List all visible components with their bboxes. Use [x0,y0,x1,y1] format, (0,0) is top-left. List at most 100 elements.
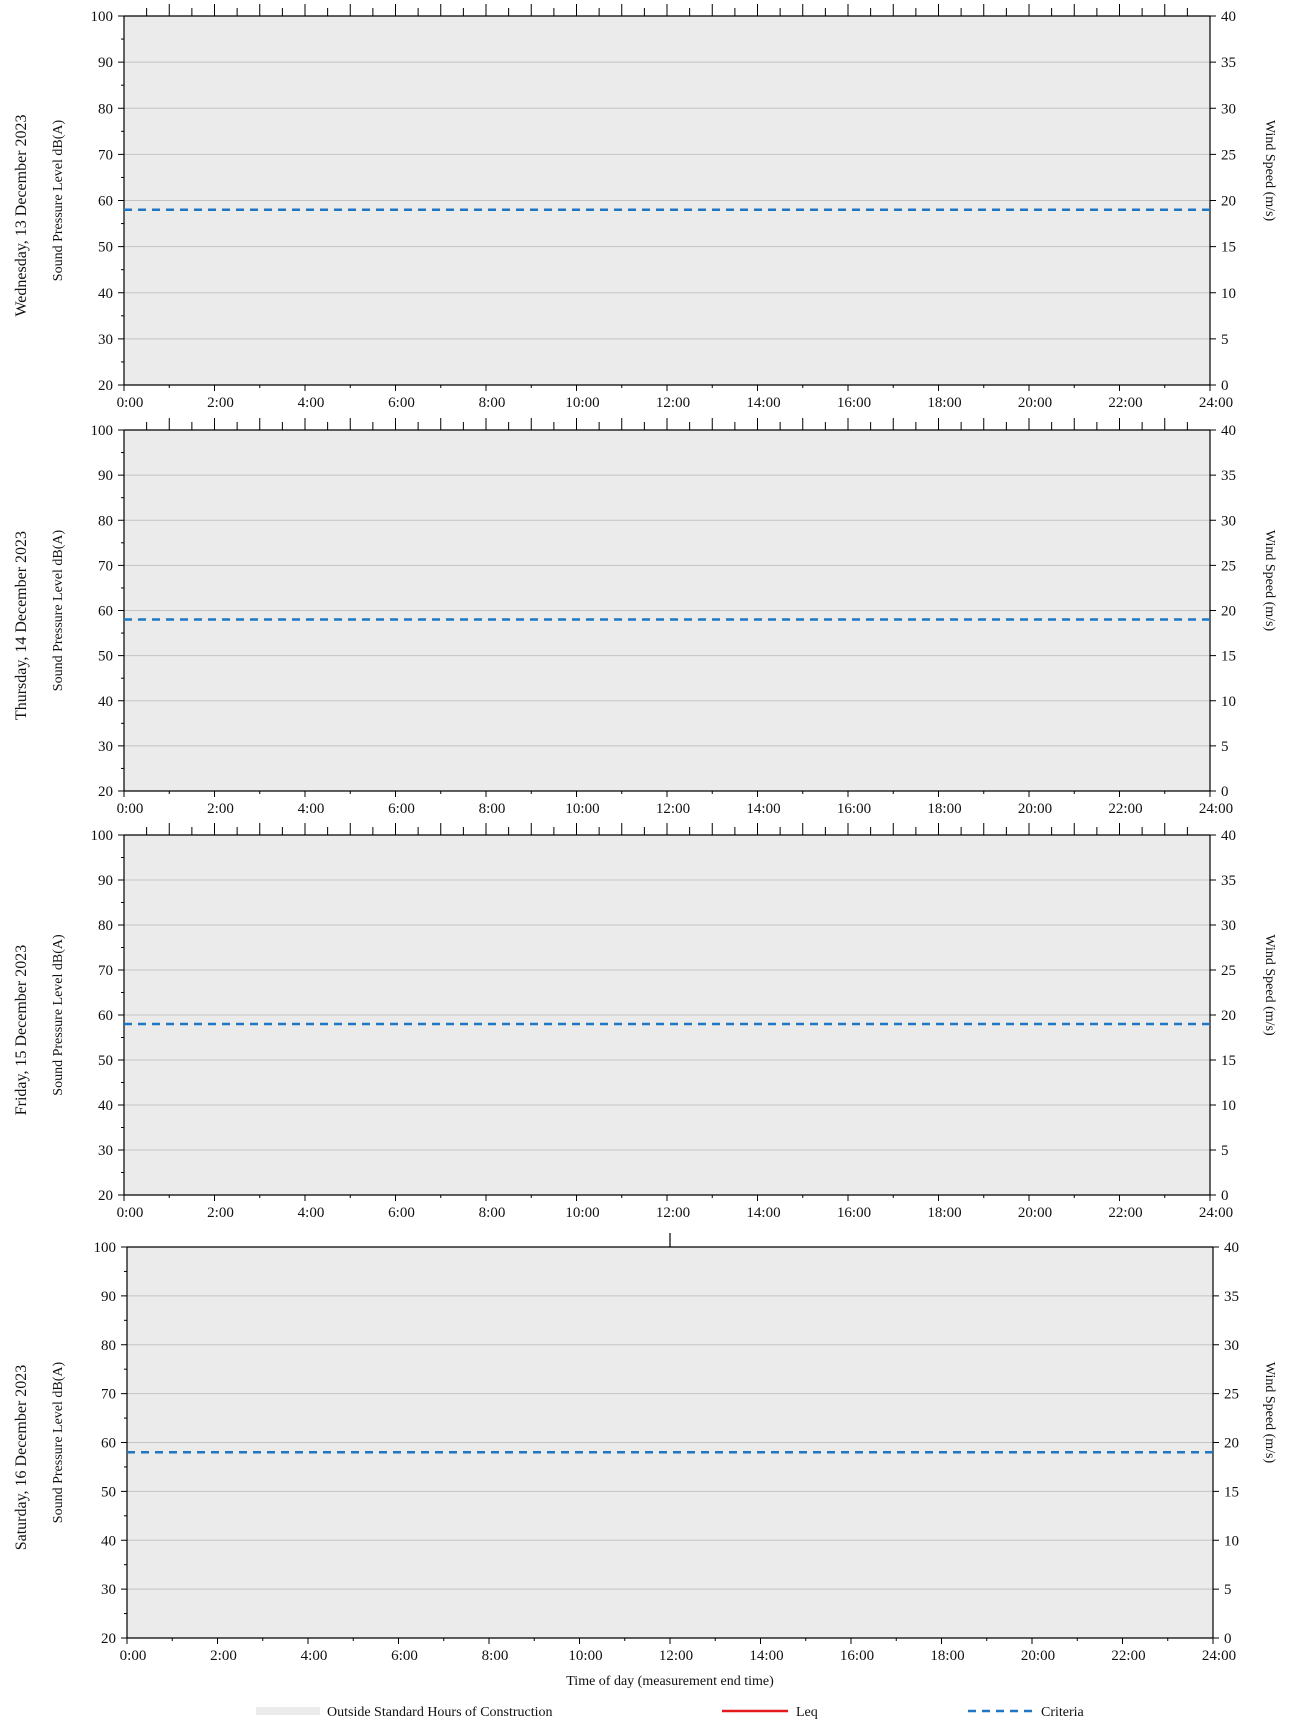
x-tick-label: 8:00 [479,395,506,411]
x-tick-label: 18:00 [927,395,961,411]
y2-tick-label: 20 [1221,194,1236,210]
x-tick-label: 22:00 [1108,395,1142,411]
y-tick-label: 30 [98,332,113,348]
y2-tick-label: 10 [1221,286,1236,302]
chart-panel-1: 20 30 40 50 60 70 80 90 100 0 5 10 15 20 25 30 35 40 0:00 2… [13,4,1277,411]
y2-tick-label: 35 [1221,55,1236,71]
x-tick-label: 20:00 [1018,395,1052,411]
x-tick-label: 8:00 [479,801,506,817]
y-tick-label: 40 [98,1098,113,1114]
panel-date-label: Saturday, 16 December 2023 [13,1365,30,1551]
chart-panel-3: 20 30 40 50 60 70 80 90 100 0 5 10 15 20 25 30 35 40 0:00 2… [13,823,1277,1221]
y-tick-label: 80 [98,918,113,934]
x-tick-label: 8:00 [482,1648,509,1664]
y2-tick-label: 15 [1224,1484,1239,1500]
y-tick-label: 30 [98,739,113,755]
y-tick-label: 40 [98,286,113,302]
x-tick-label: 12:00 [656,1205,690,1221]
y-tick-label: 20 [101,1631,116,1647]
y-tick-label: 50 [98,240,113,256]
y-tick-label: 80 [98,101,113,117]
x-tick-label: 2:00 [207,801,234,817]
panel-date-label: Thursday, 14 December 2023 [13,531,30,720]
x-tick-label: 12:00 [659,1648,693,1664]
y2-tick-label: 15 [1221,240,1236,256]
y-tick-label: 100 [91,9,114,25]
y2-axis-label: Wind Speed (m/s) [1262,120,1277,222]
y-tick-label: 40 [98,694,113,710]
x-tick-label: 20:00 [1021,1648,1055,1664]
x-axis-label: Time of day (measurement end time) [566,1674,774,1689]
x-tick-label: 10:00 [565,395,599,411]
y-tick-label: 60 [101,1436,116,1452]
x-tick-label: 0:00 [117,395,144,411]
x-tick-label: 12:00 [656,801,690,817]
y2-tick-label: 40 [1224,1240,1239,1256]
x-tick-label: 10:00 [565,801,599,817]
y-tick-label: 70 [98,147,113,163]
y-axis-label: Sound Pressure Level dB(A) [51,119,66,281]
y-axis-label: Sound Pressure Level dB(A) [51,1361,66,1523]
x-tick-label: 24:00 [1202,1648,1236,1664]
x-tick-label: 2:00 [210,1648,237,1664]
x-tick-label: 14:00 [746,395,780,411]
x-tick-label: 24:00 [1199,395,1233,411]
y2-tick-label: 30 [1221,918,1236,934]
y-tick-label: 90 [101,1289,116,1305]
y-tick-label: 40 [101,1533,116,1549]
y2-axis-label: Wind Speed (m/s) [1262,1362,1277,1464]
x-tick-label: 12:00 [656,395,690,411]
y-tick-label: 100 [91,828,114,844]
x-tick-label: 16:00 [837,395,871,411]
y2-tick-label: 5 [1221,332,1229,348]
y2-tick-label: 40 [1221,423,1236,439]
y2-tick-label: 0 [1221,378,1229,394]
y-tick-label: 90 [98,55,113,71]
chart-panel-4: 20 30 40 50 60 70 80 90 100 0 5 10 15 20 25 30 35 40 0:00 2… [13,1233,1277,1689]
x-tick-label: 8:00 [479,1205,506,1221]
x-tick-label: 10:00 [565,1205,599,1221]
y2-tick-label: 10 [1224,1533,1239,1549]
y2-tick-label: 25 [1221,558,1236,574]
y2-tick-label: 30 [1221,101,1236,117]
x-tick-label: 6:00 [391,1648,418,1664]
y-tick-label: 80 [101,1338,116,1354]
y-tick-label: 50 [98,1053,113,1069]
y2-tick-label: 15 [1221,1053,1236,1069]
x-tick-label: 4:00 [301,1648,328,1664]
x-tick-label: 4:00 [298,1205,325,1221]
y-tick-label: 20 [98,784,113,800]
y2-tick-label: 35 [1221,468,1236,484]
x-tick-label: 16:00 [837,1205,871,1221]
x-tick-label: 22:00 [1108,1205,1142,1221]
y2-tick-label: 5 [1221,739,1229,755]
y2-tick-label: 30 [1221,513,1236,529]
y-tick-label: 90 [98,468,113,484]
y2-tick-label: 25 [1224,1387,1239,1403]
y2-tick-label: 20 [1224,1436,1239,1452]
x-tick-label: 6:00 [388,395,415,411]
y-tick-label: 70 [98,963,113,979]
y2-tick-label: 0 [1221,784,1229,800]
x-tick-label: 0:00 [120,1648,147,1664]
y2-tick-label: 40 [1221,828,1236,844]
y-tick-label: 70 [98,558,113,574]
y2-tick-label: 0 [1221,1188,1229,1204]
x-tick-label: 0:00 [117,1205,144,1221]
y-tick-label: 30 [101,1582,116,1598]
x-tick-label: 2:00 [207,395,234,411]
y2-tick-label: 35 [1221,873,1236,889]
x-tick-label: 18:00 [927,801,961,817]
y2-tick-label: 20 [1221,1008,1236,1024]
x-tick-label: 4:00 [298,395,325,411]
x-tick-label: 24:00 [1199,801,1233,817]
x-tick-label: 0:00 [117,801,144,817]
chart-panel-2: 20 30 40 50 60 70 80 90 100 0 5 10 15 20 25 30 35 40 0:00 2… [13,418,1277,817]
y-tick-label: 20 [98,378,113,394]
legend-label-criteria: Criteria [1041,1705,1085,1720]
x-tick-label: 14:00 [749,1648,783,1664]
x-tick-label: 2:00 [207,1205,234,1221]
y2-axis-label: Wind Speed (m/s) [1262,530,1277,632]
